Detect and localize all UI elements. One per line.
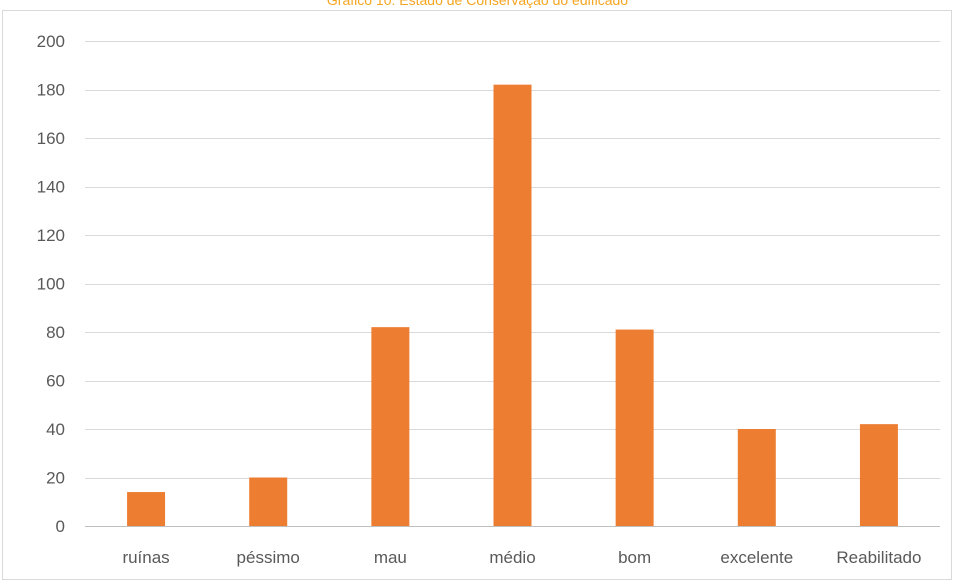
y-tick-label: 20: [46, 469, 65, 488]
y-tick-label: 40: [46, 420, 65, 439]
bar-mau: [371, 327, 410, 526]
x-tick-label: bom: [618, 548, 651, 567]
y-tick-label: 60: [46, 372, 65, 391]
x-tick-label: Reabilitado: [836, 548, 921, 567]
x-tick-label: ruínas: [122, 548, 169, 567]
bar-médio: [493, 84, 532, 527]
bar-péssimo: [249, 477, 288, 526]
x-tick-label: péssimo: [237, 548, 300, 567]
y-tick-label: 180: [37, 81, 65, 100]
y-tick-label: 140: [37, 178, 65, 197]
y-axis-ticks: 0 20 40 60 80 100 120 140 160 180 200: [37, 32, 65, 536]
x-tick-label: excelente: [720, 548, 793, 567]
x-axis-labels: ruínas péssimo mau médio bom excelente Reabili…: [122, 548, 921, 567]
y-tick-label: 0: [56, 517, 65, 536]
bar-ruínas: [127, 492, 166, 526]
x-tick-label: mau: [374, 548, 407, 567]
bar-bom: [615, 329, 654, 526]
bars: [127, 84, 898, 527]
y-tick-label: 120: [37, 226, 65, 245]
y-tick-label: 80: [46, 323, 65, 342]
bar-Reabilitado: [859, 424, 898, 526]
chart-title: Gráfico 10: Estado de Conservação do edi…: [326, 0, 629, 8]
chart-frame: [2, 10, 952, 580]
y-tick-label: 100: [37, 275, 65, 294]
y-tick-label: 200: [37, 32, 65, 51]
x-tick-label: médio: [489, 548, 535, 567]
y-tick-label: 160: [37, 129, 65, 148]
bar-excelente: [737, 429, 776, 526]
